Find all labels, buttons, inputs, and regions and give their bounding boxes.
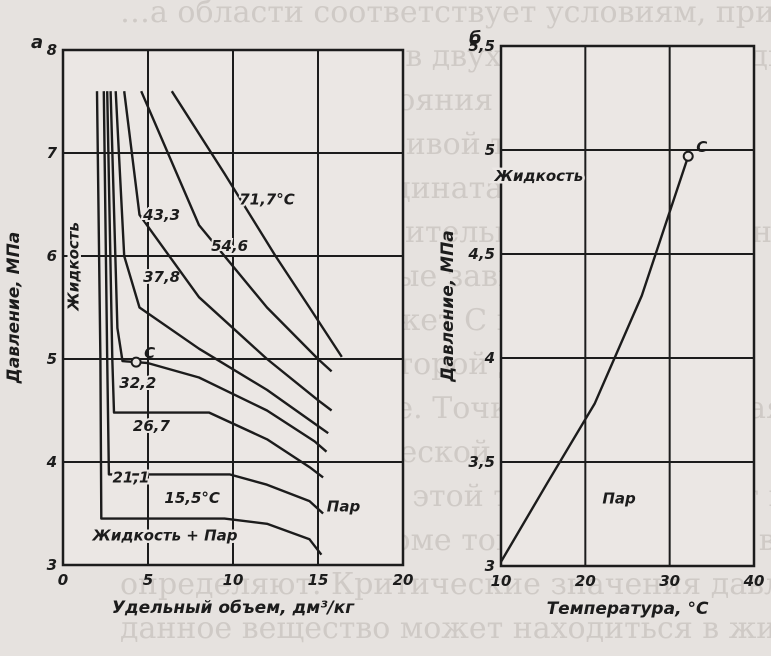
series-line [109, 91, 328, 453]
y-tick-label: 3 [485, 557, 495, 575]
series-label: 71,7°C [239, 191, 295, 209]
x-tick-label: 20 [393, 571, 414, 589]
region-label: Пар [602, 490, 636, 508]
y-tick-label: 4 [484, 349, 495, 367]
series-line [106, 91, 324, 479]
series-label: 43,3 [142, 206, 180, 224]
critical-point-marker [682, 150, 694, 162]
plot-frame [61, 48, 405, 567]
background-text-line: данное вещество может находиться в жидко… [120, 611, 771, 646]
series-line [95, 91, 323, 556]
y-tick-label: 5 [485, 141, 495, 159]
series-line [114, 91, 329, 435]
series-label: 37,8 [143, 268, 180, 286]
x-tick-label: 10 [491, 572, 512, 590]
y-tick-label: 3,5 [468, 453, 495, 471]
chart-left: 0 5 10 15 20 3 4 5 6 7 8 Удельный объем, дм³/кг Давл… [4, 32, 413, 618]
critical-point-label: C [144, 344, 155, 362]
region-label: Жидкость [64, 222, 82, 312]
chart-right: 10 20 30 40 3 3,5 4 4,5 5 5,5 Температура, °C Давле… [438, 28, 764, 619]
x-tick-label: 20 [575, 572, 596, 590]
plot-area [501, 46, 754, 566]
series-line [140, 90, 333, 373]
y-tick-label: 7 [47, 144, 58, 162]
critical-point-marker [130, 356, 142, 368]
x-tick-label: 10 [223, 571, 244, 589]
y-tick-label: 4 [46, 453, 57, 471]
series-label: 54,6 [211, 237, 248, 255]
region-label: Пар [327, 497, 361, 515]
region-label: Жидкость [494, 167, 584, 185]
series-line [170, 90, 343, 358]
y-tick-label: 3 [47, 556, 57, 574]
y-axis-label: Давление, МПа [438, 230, 458, 383]
series-line [123, 91, 333, 412]
x-tick-label: 15 [308, 571, 329, 589]
y-tick-label: 8 [47, 41, 57, 59]
x-axis-label: Температура, °C [547, 599, 709, 619]
series-label: 26,7 [133, 417, 171, 435]
series-label: 15,5°C [164, 489, 220, 507]
background-text-line: определяют. Критические значения давлени… [120, 567, 771, 602]
panel-label: б [469, 28, 482, 49]
y-tick-label: 5 [47, 350, 57, 368]
panel-label: а [31, 32, 43, 53]
series-line [499, 155, 690, 563]
series-line [102, 91, 324, 515]
y-tick-label: 4,5 [467, 245, 495, 263]
critical-point-label: C [696, 138, 707, 156]
x-tick-label: 0 [58, 571, 68, 589]
x-axis-label: Удельный объем, дм³/кг [112, 598, 355, 618]
series-label: 21,1 [112, 469, 149, 487]
plot-frame [499, 44, 756, 568]
y-axis-label: Давление, МПа [4, 232, 24, 385]
y-tick-label: 6 [47, 247, 57, 265]
x-tick-label: 40 [743, 572, 765, 590]
x-tick-label: 5 [143, 571, 153, 589]
y-tick-label: 5,5 [468, 37, 495, 55]
series-label: 32,2 [119, 374, 156, 392]
background-text-line: …а области соответствует условиям, при к… [120, 0, 771, 30]
region-label: Жидкость + Пар [92, 526, 238, 544]
x-tick-label: 30 [659, 572, 680, 590]
